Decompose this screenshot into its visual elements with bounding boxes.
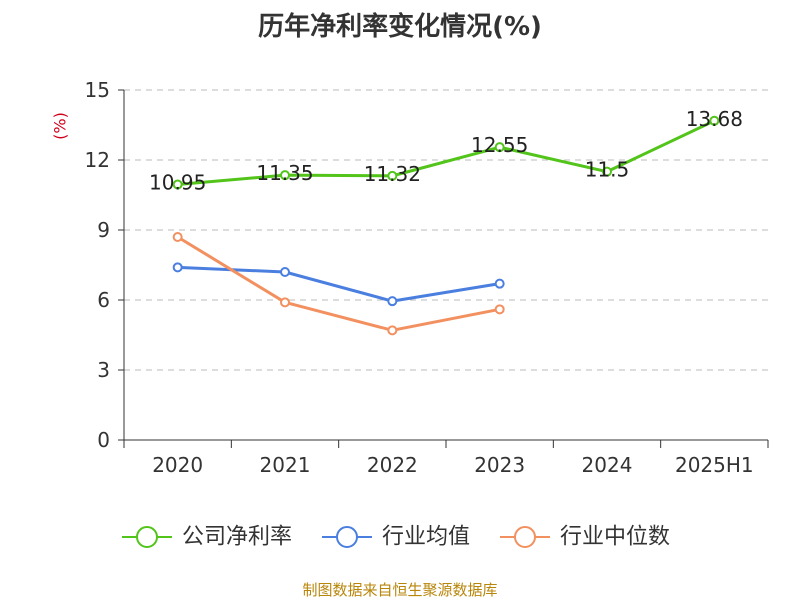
- data-point: [709, 115, 720, 126]
- data-label: 10.95: [149, 171, 206, 195]
- data-labels: 10.95 11.35 11.32 12.55 11.5 13.68: [149, 107, 743, 195]
- data-point: [387, 296, 398, 307]
- data-point: [387, 170, 398, 181]
- legend-marker: [514, 526, 536, 548]
- legend-label: 公司净利率: [182, 525, 292, 550]
- x-tick-label: 2023: [474, 453, 525, 477]
- data-point: [172, 232, 183, 242]
- grid-lines: [124, 89, 768, 371]
- y-tick-label: 12: [85, 148, 110, 172]
- x-tick-label: 2022: [367, 453, 418, 477]
- legend-item[interactable]: 行业均值: [322, 525, 470, 550]
- data-label: 13.68: [686, 107, 743, 131]
- series-line: [176, 235, 500, 332]
- legend-marker: [336, 526, 358, 548]
- data-label: 11.5: [585, 158, 630, 182]
- y-tick-label: 0: [97, 428, 110, 452]
- legend-marker: [136, 526, 158, 548]
- chart-title: 历年净利率变化情况(%): [258, 11, 542, 42]
- x-tick-label: 2021: [260, 453, 311, 477]
- legend-label: 行业均值: [382, 525, 470, 550]
- y-tick-label: 6: [97, 288, 110, 312]
- series-line: [177, 119, 715, 186]
- data-point: [494, 142, 505, 153]
- data-label: 11.35: [256, 161, 313, 185]
- legend: 公司净利率 行业均值 行业中位数: [122, 525, 670, 550]
- y-tick-label: 3: [97, 358, 110, 382]
- data-label: 11.32: [364, 162, 421, 186]
- series-line: [177, 265, 500, 303]
- source-note: 制图数据来自恒生聚源数据库: [302, 581, 497, 599]
- x-tick-label: 2020: [152, 453, 203, 477]
- data-point: [280, 267, 290, 277]
- x-tick-label: 2024: [582, 453, 633, 477]
- data-point: [280, 297, 290, 308]
- data-point: [172, 262, 183, 273]
- data-point: [494, 278, 505, 289]
- data-point: [602, 166, 612, 177]
- data-point: [494, 304, 505, 315]
- series-layer: [172, 115, 720, 336]
- axes: 0 3 6 9 12 15 2020 2021 2022 2023 2024 2025H1: [85, 78, 769, 477]
- y-tick-label: 15: [85, 78, 110, 102]
- data-label: 12.55: [471, 133, 528, 157]
- x-tick-label: 2025H1: [675, 453, 754, 477]
- data-point: [280, 170, 290, 181]
- y-tick-label: 9: [97, 218, 110, 242]
- legend-item[interactable]: 公司净利率: [122, 525, 292, 550]
- data-point: [387, 325, 398, 336]
- legend-label: 行业中位数: [560, 525, 670, 550]
- legend-item[interactable]: 行业中位数: [500, 525, 670, 550]
- data-point: [172, 179, 183, 190]
- y-axis-label: (%): [51, 112, 70, 140]
